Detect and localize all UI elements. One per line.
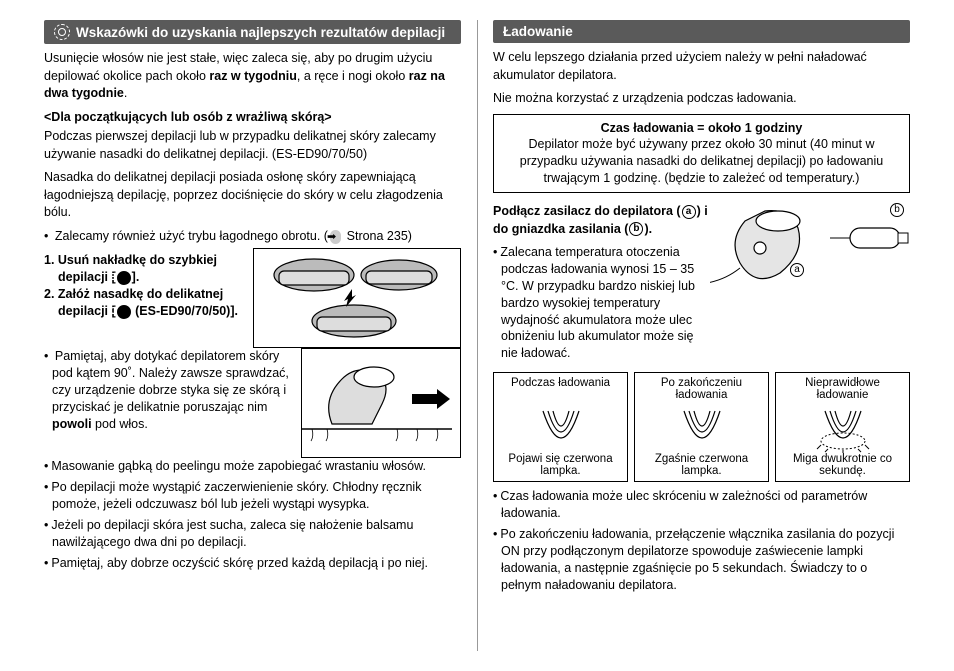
temperature-note: Zalecana temperatura otoczenia podczas ł… [493, 244, 710, 362]
error-heading: Nieprawidłowe ładowanie [778, 377, 907, 405]
charged-caption: Zgaśnie czerwona lampka. [637, 453, 766, 477]
step-1: 1. Usuń nakładkę do szybkiej depilacji [… [44, 252, 253, 286]
text: . [124, 86, 127, 100]
text: pod włos. [92, 417, 148, 431]
connect-heading: Podłącz zasilacz do depilatora (a) i do … [493, 203, 710, 238]
text: Zalecamy również użyć trybu łagodnego ob… [55, 229, 328, 243]
charging-heading: Podczas ładowania [511, 377, 610, 405]
angle-note: Pamiętaj, aby dotykać depilatorem skóry … [44, 348, 293, 454]
connection-illustration: a b [710, 203, 910, 313]
tips-section-header: Wskazówki do uzyskania najlepszych rezul… [44, 20, 461, 44]
error-caption: Miga dwukrotnie co sekundę. [778, 453, 907, 477]
charging-cell: Podczas ładowania Pojawi się czerwona la… [493, 372, 628, 482]
arc-blink-icon [813, 405, 873, 453]
hand-illustration [301, 348, 461, 458]
epilator-head-icon [54, 24, 70, 40]
cap-illustration [253, 248, 462, 348]
column-divider [477, 20, 478, 651]
bold-text: powoli [52, 417, 92, 431]
part-b-icon: B [117, 271, 131, 285]
charge-done-note: Po zakończeniu ładowania, przełączenie w… [493, 526, 910, 594]
text: Pamiętaj, aby dotykać depilatorem skóry … [52, 349, 289, 414]
charging-section-header: Ładowanie [493, 20, 910, 43]
charge-time-box: Czas ładowania = około 1 godziny Depilat… [493, 114, 910, 194]
gentle-mode-note: Zalecamy również użyć trybu łagodnego ob… [44, 228, 461, 245]
document-page: Wskazówki do uzyskania najlepszych rezul… [0, 0, 954, 671]
step-2: 2. Załóż nasadkę do delikatnej depilacji… [44, 286, 253, 320]
hand-svg [302, 349, 452, 449]
redness-note: Po depilacji może wystąpić zaczerwienien… [44, 479, 461, 513]
text: Podłącz zasilacz do depilatora ( [493, 204, 681, 218]
text: ]. [132, 270, 140, 284]
callout-b-icon: b [890, 203, 904, 217]
charge-intro-1: W celu lepszego działania przed użyciem … [493, 49, 910, 84]
left-column: Wskazówki do uzyskania najlepszych rezul… [28, 20, 477, 651]
beginners-p1: Podczas pierwszej depilacji lub w przypa… [44, 128, 461, 163]
page-ref-icon: ➡ [330, 230, 341, 245]
charged-heading: Po zakończeniu ładowania [637, 377, 766, 405]
callout-a-icon: a [790, 263, 804, 277]
clean-note: Pamiętaj, aby dobrze oczyścić skórę prze… [44, 555, 461, 572]
right-column: Ładowanie W celu lepszego działania prze… [477, 20, 926, 651]
charge-time-heading: Czas ładowania = około 1 godziny [502, 120, 901, 137]
charging-caption: Pojawi się czerwona lampka. [496, 453, 625, 477]
charge-intro-2: Nie można korzystać z urządzenia podczas… [493, 90, 910, 108]
text: Strona 235) [343, 229, 412, 243]
charge-status-row: Podczas ładowania Pojawi się czerwona la… [493, 372, 910, 482]
beginners-p2: Nasadka do delikatnej depilacji posiada … [44, 169, 461, 222]
text: , a ręce i nogi około [297, 69, 409, 83]
steps-list: 1. Usuń nakładkę do szybkiej depilacji [… [44, 252, 253, 344]
connect-row: Podłącz zasilacz do depilatora (a) i do … [493, 203, 910, 366]
epilator-heads-svg [254, 249, 454, 344]
bold-text: raz w tygodniu [209, 69, 297, 83]
charging-title: Ładowanie [503, 24, 573, 39]
arc-off-icon [672, 405, 732, 453]
part-c-icon: C [117, 305, 131, 319]
tips-intro: Usunięcie włosów nie jest stałe, więc za… [44, 50, 461, 103]
label-b-icon: b [629, 222, 643, 236]
cap-swap-row: 1. Usuń nakładkę do szybkiej depilacji [… [44, 248, 461, 348]
text: ). [644, 222, 652, 236]
balm-note: Jeżeli po depilacji skóra jest sucha, za… [44, 517, 461, 551]
tips-title: Wskazówki do uzyskania najlepszych rezul… [76, 25, 445, 40]
epilator-svg [710, 203, 820, 288]
error-cell: Nieprawidłowe ładowanie Miga dwukrotnie … [775, 372, 910, 482]
connect-text-block: Podłącz zasilacz do depilatora (a) i do … [493, 203, 710, 366]
label-a-icon: a [682, 205, 696, 219]
scrub-note: Masowanie gąbką do peelingu może zapobie… [44, 458, 461, 475]
charged-cell: Po zakończeniu ładowania Zgaśnie czerwon… [634, 372, 769, 482]
charge-time-text: Depilator może być używany przez około 3… [502, 136, 901, 187]
angle-row: Pamiętaj, aby dotykać depilatorem skóry … [44, 348, 461, 458]
arc-glow-icon [531, 405, 591, 453]
adapter-svg [830, 223, 910, 253]
text: (ES-ED90/70/50)]. [132, 304, 238, 318]
charge-shorter-note: Czas ładowania może ulec skróceniu w zal… [493, 488, 910, 522]
beginners-heading: <Dla początkujących lub osób z wrażliwą … [44, 109, 461, 127]
